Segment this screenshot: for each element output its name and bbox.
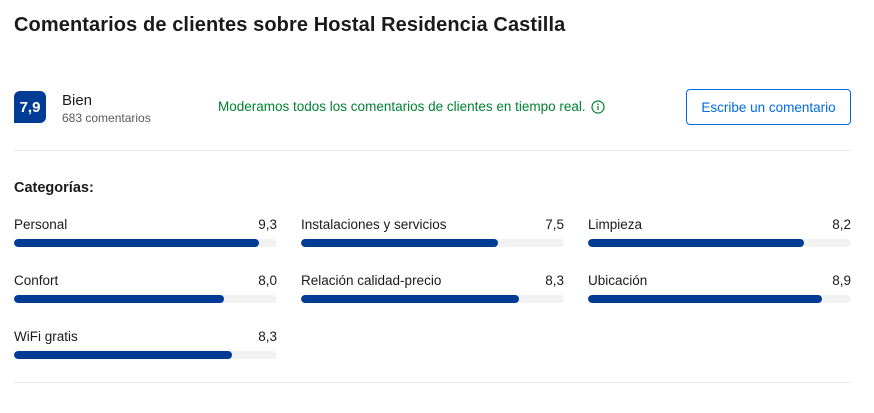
category-item: Ubicación 8,9 [588, 273, 851, 307]
categories-heading: Categorías: [14, 180, 94, 196]
category-label: Limpieza [588, 217, 643, 232]
category-bar-track [301, 295, 564, 303]
category-bar-fill [588, 239, 804, 247]
category-bar-track [588, 239, 851, 247]
category-bar-track [301, 239, 564, 247]
category-label: Instalaciones y servicios [301, 217, 447, 232]
category-bar-track [14, 295, 277, 303]
info-circle-icon[interactable] [591, 99, 605, 114]
category-item: WiFi gratis 8,3 [14, 329, 277, 363]
category-score: 8,9 [832, 273, 851, 288]
category-bar-fill [588, 295, 823, 303]
moderation-note-text: Moderamos todos los comentarios de clien… [218, 99, 586, 114]
moderation-note: Moderamos todos los comentarios de clien… [218, 99, 605, 114]
score-badge: 7,9 [14, 91, 46, 123]
review-count: 683 comentarios [62, 111, 151, 125]
category-label: Relación calidad-precio [301, 273, 442, 288]
divider [14, 150, 851, 151]
category-label: WiFi gratis [14, 329, 78, 344]
category-bar-track [14, 351, 277, 359]
category-label: Confort [14, 273, 59, 288]
category-score: 8,3 [258, 329, 277, 344]
category-item: Personal 9,3 [14, 217, 277, 251]
category-bar-fill [14, 239, 259, 247]
category-score: 8,3 [545, 273, 564, 288]
category-bar-track [14, 239, 277, 247]
category-bar-track [588, 295, 851, 303]
category-bar-fill [301, 239, 499, 247]
category-score: 9,3 [258, 217, 277, 232]
category-item: Limpieza 8,2 [588, 217, 851, 251]
review-summary: 7,9 Bien 683 comentarios Moderamos todos… [14, 89, 851, 127]
category-item: Relación calidad-precio 8,3 [301, 273, 564, 307]
category-label: Ubicación [588, 273, 648, 288]
category-bar-fill [14, 295, 225, 303]
category-label: Personal [14, 217, 68, 232]
category-score: 7,5 [545, 217, 564, 232]
category-item: Instalaciones y servicios 7,5 [301, 217, 564, 251]
write-review-button[interactable]: Escribe un comentario [686, 89, 851, 125]
category-bar-fill [14, 351, 233, 359]
category-item: Confort 8,0 [14, 273, 277, 307]
page-title: Comentarios de clientes sobre Hostal Res… [14, 14, 566, 36]
category-score: 8,0 [258, 273, 277, 288]
category-score: 8,2 [832, 217, 851, 232]
score-word: Bien [62, 92, 93, 109]
divider [14, 382, 851, 383]
category-bar-fill [301, 295, 520, 303]
